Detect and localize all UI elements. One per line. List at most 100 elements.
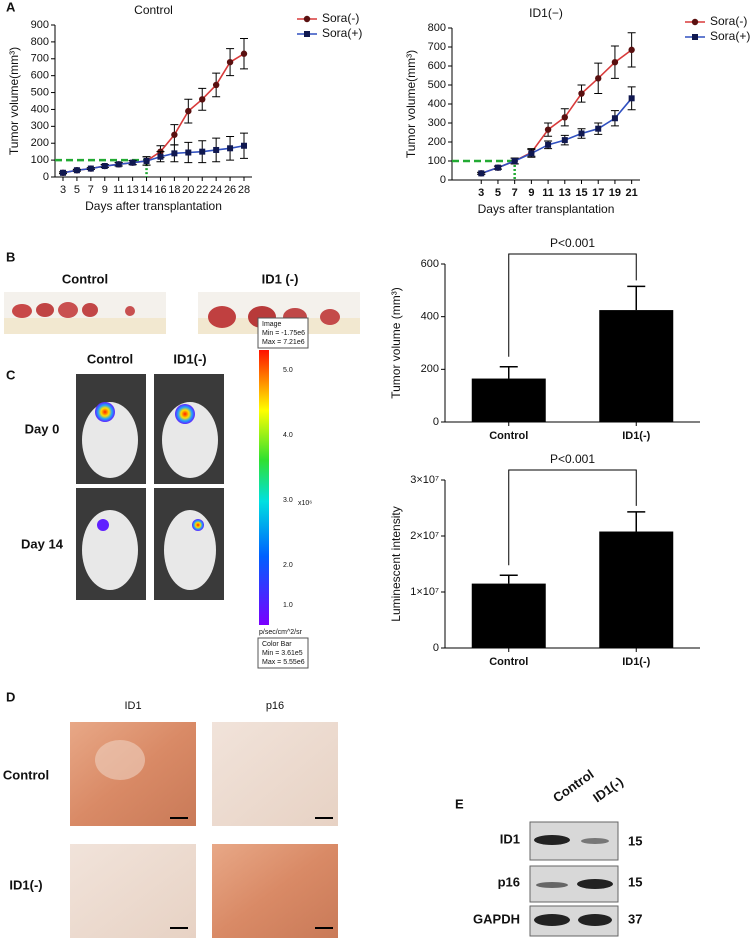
marker bbox=[241, 142, 247, 149]
marker bbox=[87, 165, 94, 172]
colorbar-units: p/sec/cm^2/sr bbox=[259, 629, 303, 636]
colorbar-tick: 1.0 bbox=[283, 602, 293, 609]
y-tick-label: 400 bbox=[421, 311, 439, 323]
y-tick-label: 400 bbox=[428, 98, 446, 110]
y-tick-label: 100 bbox=[31, 154, 49, 166]
bar bbox=[471, 583, 546, 648]
marker bbox=[544, 126, 552, 133]
marker bbox=[157, 153, 164, 160]
marker bbox=[611, 59, 619, 66]
legend-label: Sora(+) bbox=[710, 29, 750, 43]
y-tick-label: 500 bbox=[428, 79, 446, 91]
x-tick-label: 3 bbox=[60, 184, 66, 196]
x-tick-label: 7 bbox=[88, 184, 94, 196]
tumor-photo bbox=[4, 292, 360, 334]
legend-marker bbox=[304, 31, 310, 37]
x-tick-label: 9 bbox=[528, 187, 534, 199]
y-tick-label: 600 bbox=[428, 60, 446, 72]
y-tick-label: 700 bbox=[428, 41, 446, 53]
x-tick-label: 28 bbox=[238, 184, 250, 196]
x-tick-label: 7 bbox=[512, 187, 518, 199]
marker bbox=[561, 137, 568, 144]
x-tick-label: 20 bbox=[182, 184, 194, 196]
panel-label: A bbox=[6, 0, 16, 14]
y-tick-label: 2×10⁷ bbox=[410, 530, 439, 542]
marker bbox=[101, 163, 108, 170]
western-blot bbox=[529, 821, 619, 937]
x-tick-label: 16 bbox=[154, 184, 166, 196]
colorbar-text: Max = 5.55e6 bbox=[262, 659, 305, 666]
marker bbox=[578, 90, 585, 97]
error-bar bbox=[627, 511, 646, 532]
y-tick-label: 300 bbox=[31, 120, 49, 132]
marker bbox=[545, 141, 552, 148]
y-tick-label: 900 bbox=[31, 19, 49, 31]
x-tick-label: 15 bbox=[575, 187, 587, 199]
colorbar-text: Color Bar bbox=[262, 641, 292, 648]
x-axis-label: Days after transplantation bbox=[85, 199, 222, 213]
y-tick-label: 100 bbox=[428, 155, 446, 167]
marker bbox=[199, 96, 206, 103]
chart-title: ID1(−) bbox=[529, 6, 563, 20]
column-label: Control bbox=[87, 351, 133, 366]
x-tick-label: 9 bbox=[102, 184, 108, 196]
significance-label: P<0.001 bbox=[550, 236, 595, 250]
y-axis-label: Tumor volume(mm³) bbox=[404, 50, 418, 158]
y-tick-label: 0 bbox=[440, 174, 446, 186]
legend-marker bbox=[303, 15, 311, 23]
marker bbox=[227, 145, 234, 152]
series-line bbox=[480, 49, 633, 175]
marker bbox=[595, 125, 602, 132]
x-tick-label: 22 bbox=[196, 184, 208, 196]
ihc-photo bbox=[70, 722, 338, 938]
x-tick-label: 14 bbox=[140, 184, 152, 196]
y-tick-label: 300 bbox=[428, 117, 446, 129]
error-bar bbox=[499, 365, 518, 379]
photo-label: ID1 (-) bbox=[262, 271, 299, 286]
marker bbox=[73, 167, 80, 174]
x-tick-label: Control bbox=[489, 656, 528, 668]
x-tick-label: 13 bbox=[559, 187, 571, 199]
column-label: p16 bbox=[266, 700, 284, 712]
y-axis-label: Tumor volume(mm³) bbox=[7, 47, 21, 155]
marker bbox=[185, 107, 192, 115]
y-tick-label: 700 bbox=[31, 53, 49, 65]
marker bbox=[129, 159, 136, 166]
y-tick-label: 800 bbox=[428, 22, 446, 34]
marker bbox=[60, 169, 66, 176]
legend-label: Sora(-) bbox=[322, 11, 359, 25]
colorbar-box bbox=[257, 637, 309, 669]
x-tick-label: 3 bbox=[478, 187, 484, 199]
imaging-photo bbox=[76, 374, 224, 600]
x-tick-label: Control bbox=[489, 430, 528, 442]
photo-label: Control bbox=[62, 271, 108, 286]
y-tick-label: 200 bbox=[31, 137, 49, 149]
y-axis-label: Tumor volume (mm³) bbox=[389, 287, 403, 399]
legend-label: Sora(-) bbox=[710, 14, 747, 28]
marker bbox=[494, 164, 501, 171]
x-tick-label: 18 bbox=[168, 184, 180, 196]
legend-marker bbox=[691, 18, 699, 26]
x-tick-label: 26 bbox=[224, 184, 236, 196]
panel-label: E bbox=[455, 796, 464, 811]
colorbar-unit: x10⁶ bbox=[298, 500, 312, 507]
panel-label: B bbox=[6, 249, 15, 264]
legend-marker bbox=[692, 34, 698, 40]
x-tick-label: 19 bbox=[609, 187, 621, 199]
colorbar-tick: 2.0 bbox=[283, 562, 293, 569]
significance-label: P<0.001 bbox=[550, 452, 595, 466]
x-tick-label: 13 bbox=[126, 184, 138, 196]
y-tick-label: 200 bbox=[428, 136, 446, 148]
marker bbox=[628, 95, 635, 102]
marker bbox=[171, 150, 178, 157]
significance-bracket bbox=[508, 469, 637, 566]
row-label: Control bbox=[3, 767, 49, 782]
row-label: ID1(-) bbox=[9, 877, 42, 892]
marker bbox=[171, 131, 178, 138]
chart-title: Control bbox=[134, 3, 173, 17]
colorbar-tick: 5.0 bbox=[283, 367, 293, 374]
error-bar bbox=[499, 574, 518, 584]
y-tick-label: 800 bbox=[31, 36, 49, 48]
x-axis-label: Days after transplantation bbox=[478, 202, 615, 216]
